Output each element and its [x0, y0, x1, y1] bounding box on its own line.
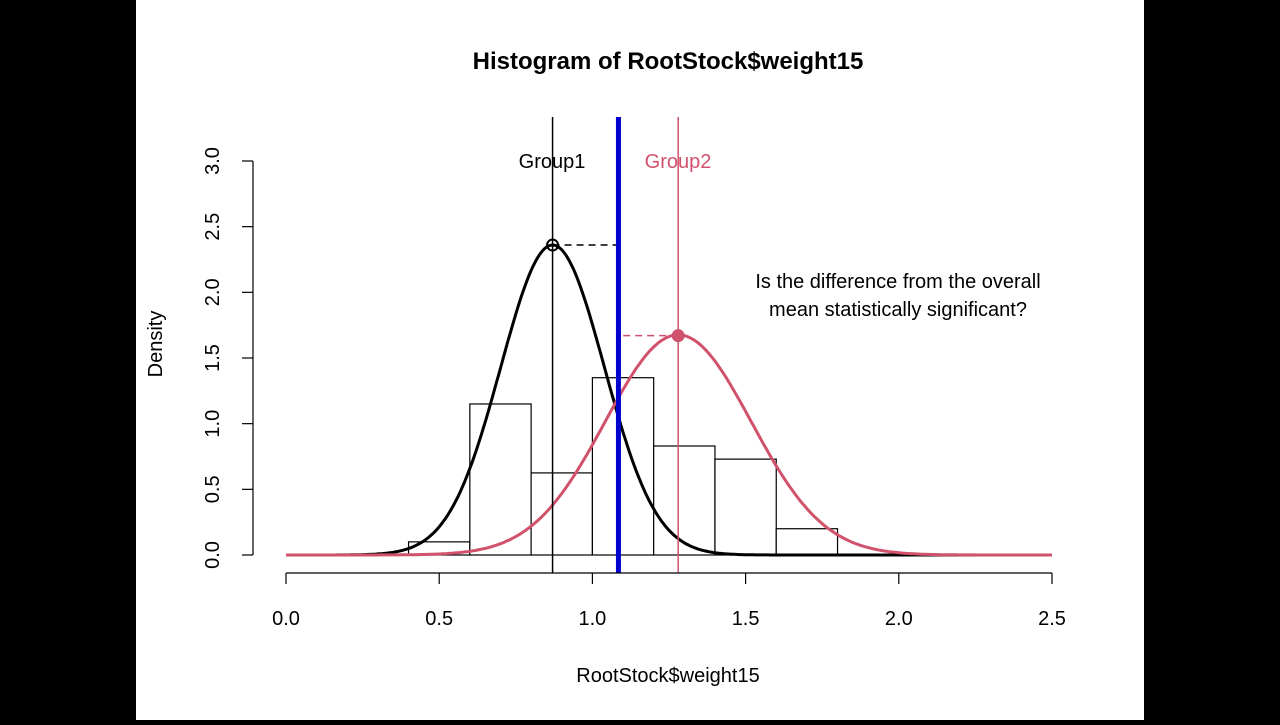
x-tick-label-2: 0.5: [425, 608, 453, 630]
chart-title: Histogram of RootStock$weight15: [473, 48, 864, 75]
annotation-line-2: mean statistically significant?: [769, 299, 1027, 321]
x-tick-label-4: 1.5: [732, 608, 760, 630]
histogram-bar-2: [469, 403, 532, 556]
histogram-bar-5: [653, 445, 716, 556]
group1-peak-point: [546, 238, 560, 252]
axes: 0.0 0.5 1.0 1.5 2.0 2.5 0.0 0.5 1.0 1.5 2.0 2.5 3.0: [202, 147, 1066, 630]
x-tick-label-3: 1.0: [578, 608, 606, 630]
y-tick-label-3: 1.0: [202, 410, 224, 438]
x-tick-label-5: 2.0: [885, 608, 913, 630]
plot-background: [136, 0, 1144, 720]
density-curve-group2: [286, 333, 1052, 557]
x-tick-label-1: 0.0: [272, 608, 300, 630]
histogram-bars: [407, 377, 839, 556]
density-curves: [286, 243, 1052, 557]
histogram-bar-7: [775, 528, 839, 556]
y-tick-label-5: 2.0: [202, 278, 224, 306]
histogram-bar-6: [714, 458, 777, 556]
y-tick-label-6: 2.5: [202, 213, 224, 241]
y-tick-label-4: 1.5: [202, 344, 224, 372]
x-axis-label: RootStock$weight15: [576, 665, 759, 687]
histogram-bar-4: [591, 377, 655, 556]
histogram-bar-3: [530, 472, 593, 556]
x-tick-label-6: 2.5: [1038, 608, 1066, 630]
y-tick-label-7: 3.0: [202, 147, 224, 175]
group2-peak-point: [671, 329, 685, 343]
group1-label: Group1: [519, 151, 586, 173]
y-tick-label-1: 0.0: [202, 541, 224, 569]
group2-label: Group2: [645, 151, 712, 173]
y-tick-label-2: 0.5: [202, 475, 224, 503]
y-axis-label: Density: [145, 311, 167, 378]
reference-lines: [546, 117, 685, 573]
annotation-line-1: Is the difference from the overall: [755, 271, 1040, 293]
